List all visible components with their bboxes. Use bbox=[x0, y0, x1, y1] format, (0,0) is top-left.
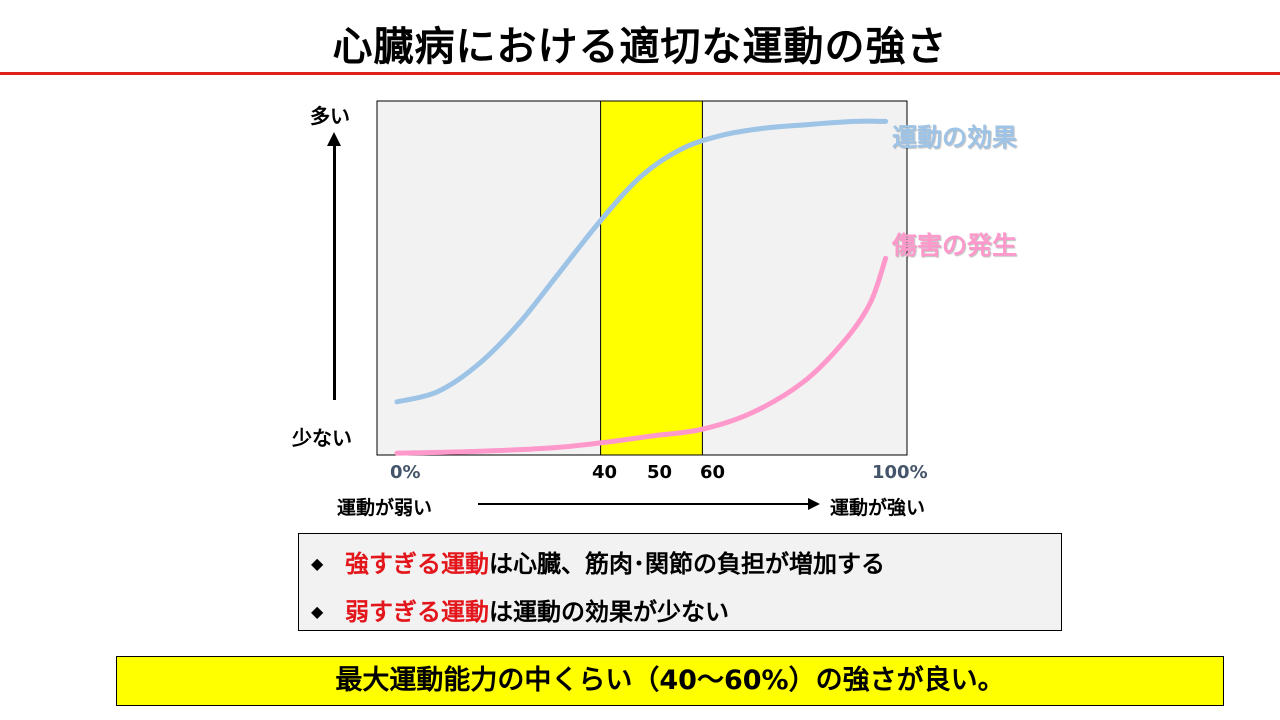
y-axis-bottom-label: 少ない bbox=[292, 426, 352, 450]
x-tick-100: 100% bbox=[872, 462, 928, 483]
x-tick-40: 40 bbox=[592, 462, 618, 483]
right-arrow-icon bbox=[808, 498, 820, 510]
diamond-bullet-icon: ◆ bbox=[311, 554, 324, 573]
x-axis-arrow bbox=[478, 503, 810, 505]
y-axis-top-label: 多い bbox=[310, 104, 350, 128]
x-axis-right-caption: 運動が強い bbox=[830, 497, 926, 519]
note-text: は運動の効果が少ない bbox=[489, 598, 729, 626]
note-highlight: 弱すぎる運動 bbox=[345, 598, 489, 626]
highlight-band bbox=[600, 100, 703, 456]
x-tick-60: 60 bbox=[700, 462, 726, 483]
series-line-injury bbox=[394, 255, 889, 456]
title-divider bbox=[0, 72, 1280, 75]
diamond-bullet-icon: ◆ bbox=[311, 602, 324, 621]
x-tick-50: 50 bbox=[647, 462, 673, 483]
note-highlight: 強すぎる運動 bbox=[345, 550, 489, 578]
x-tick-0: 0% bbox=[390, 462, 421, 483]
x-axis-left-caption: 運動が弱い bbox=[337, 497, 433, 519]
series-label-effect: 運動の効果 bbox=[892, 123, 1018, 152]
note-item: ◆ 弱すぎる運動は運動の効果が少ない bbox=[311, 592, 729, 627]
page-title: 心臓病における適切な運動の強さ bbox=[332, 24, 948, 70]
up-arrow-icon bbox=[327, 132, 341, 146]
conclusion-banner: 最大運動能力の中くらい（40～60%）の強さが良い。 bbox=[116, 656, 1224, 706]
series-line-effect bbox=[394, 118, 889, 405]
note-item: ◆ 強すぎる運動は心臓、筋肉･関節の負担が増加する bbox=[311, 544, 885, 579]
notes-box: ◆ 強すぎる運動は心臓、筋肉･関節の負担が増加する ◆ 弱すぎる運動は運動の効果が少… bbox=[298, 533, 1062, 631]
note-text: は心臓、筋肉･関節の負担が増加する bbox=[489, 550, 885, 578]
y-axis-arrow bbox=[333, 145, 336, 400]
series-label-injury: 傷害の発生 bbox=[892, 231, 1018, 260]
